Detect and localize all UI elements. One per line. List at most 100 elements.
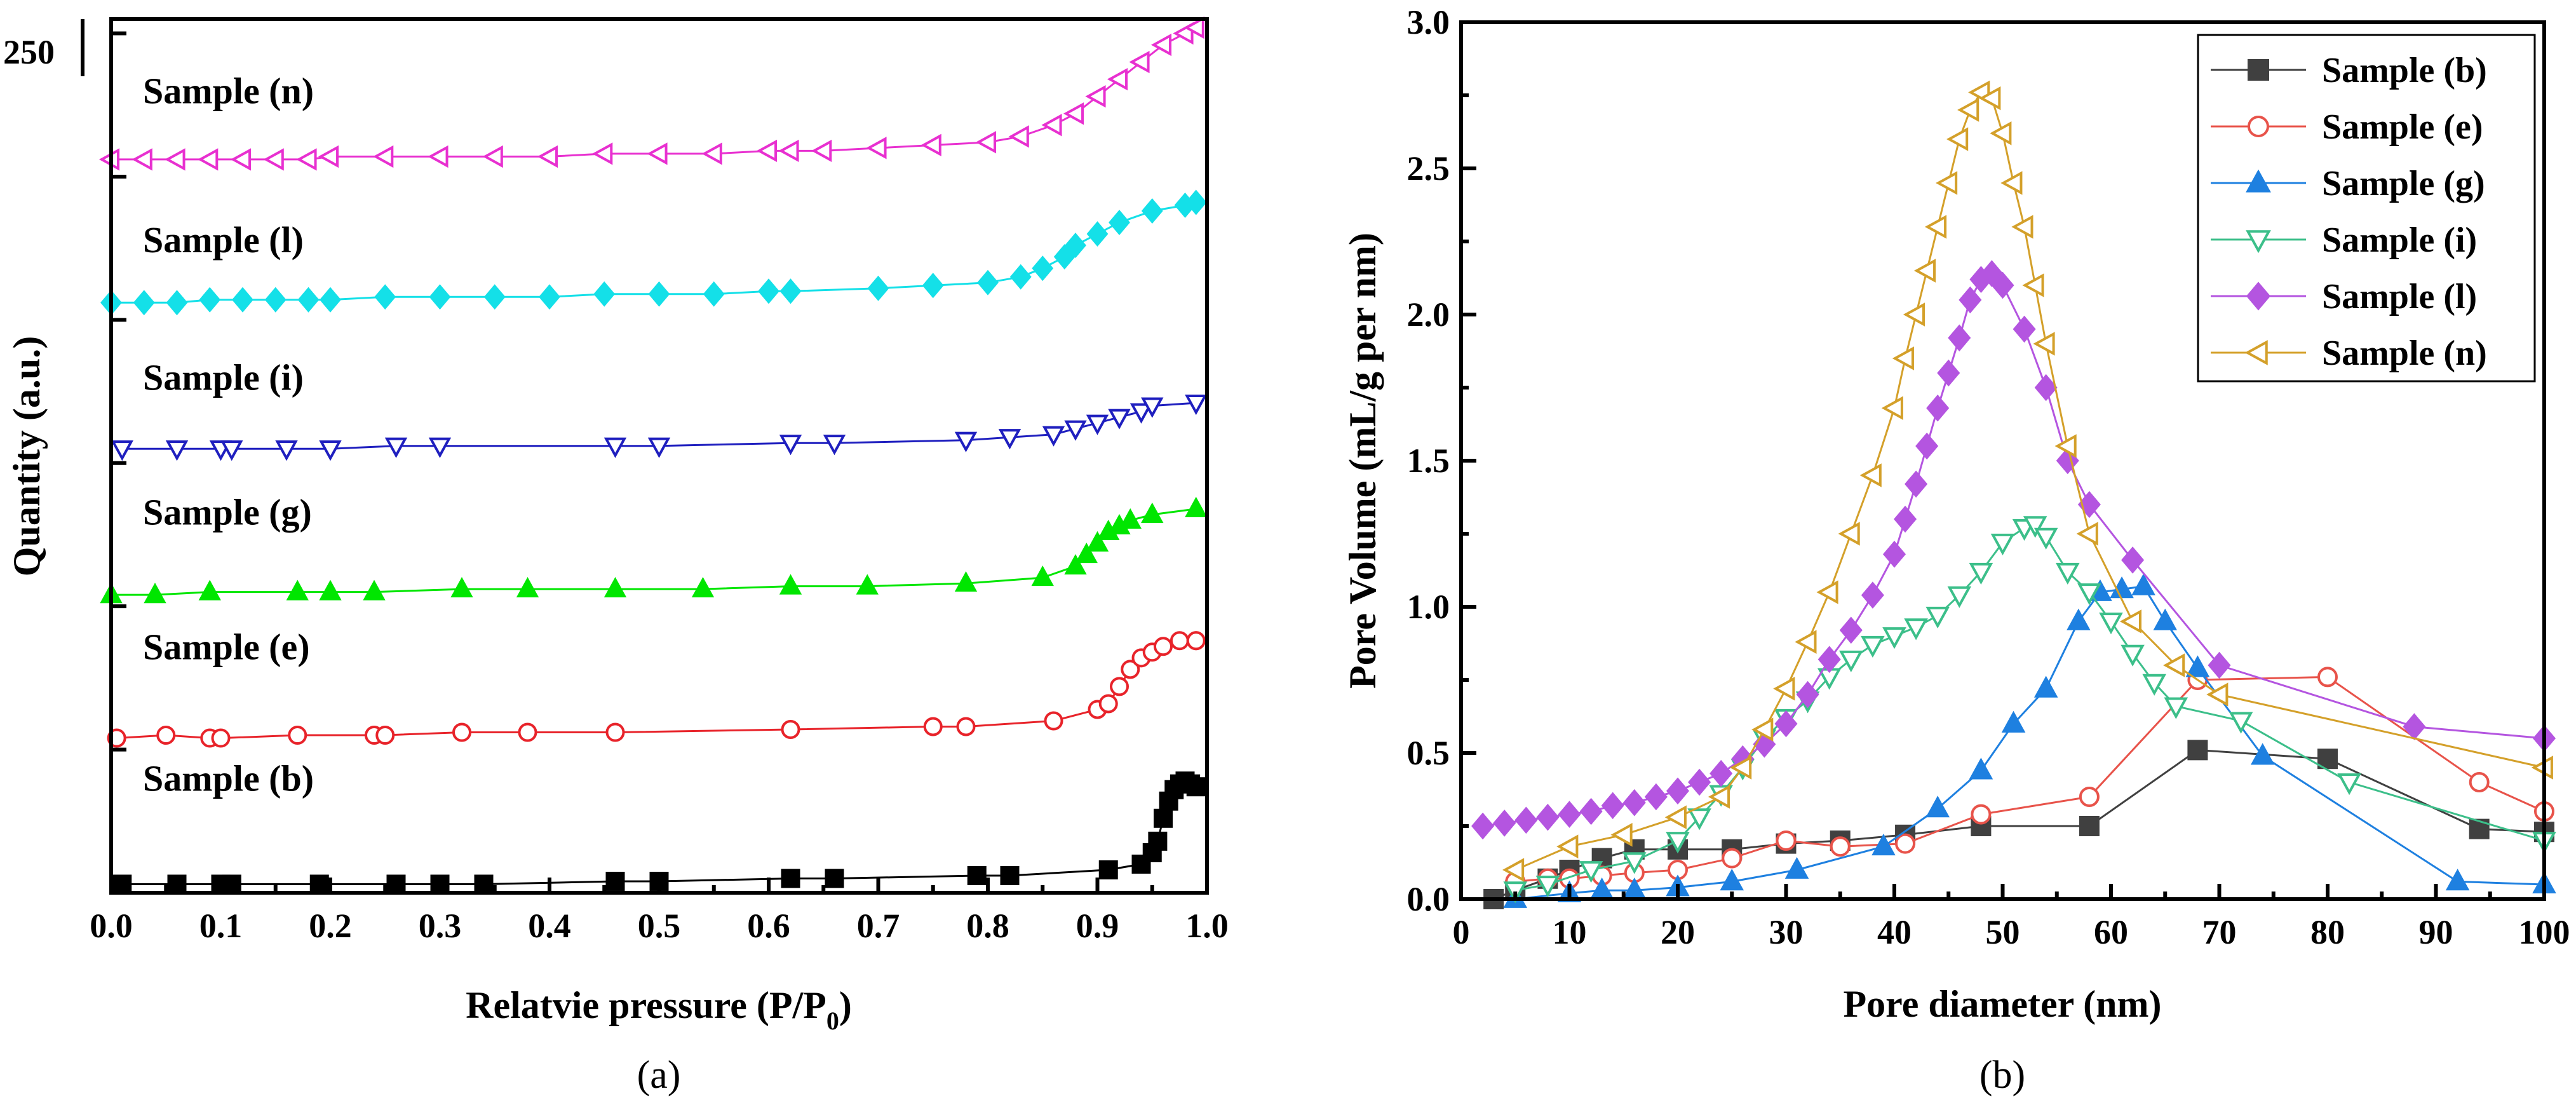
data-point: [211, 728, 231, 748]
data-point: [1471, 812, 1495, 840]
data-point: [975, 131, 997, 154]
panel-a-series: [98, 16, 1208, 894]
data-point: [779, 278, 802, 304]
x-tick-label: 70: [2202, 913, 2237, 951]
data-point: [198, 580, 221, 600]
panel-b: 0 10 20 30 40 50 60 70 80 90 100 0.0 0.5 1.0 1.5 2.0 2.…: [1342, 3, 2570, 1097]
data-point: [1830, 836, 1851, 857]
data-point: [1141, 397, 1164, 418]
data-point: [1108, 409, 1131, 430]
data-point: [779, 574, 802, 595]
x-tick-label: 40: [1877, 913, 1912, 951]
data-point: [1990, 533, 2015, 556]
data-point: [1838, 522, 1860, 546]
x-tick-label: 0: [1453, 913, 1470, 951]
data-point: [1109, 210, 1130, 236]
data-point: [1859, 463, 1882, 487]
legend-label: Sample (l): [2322, 277, 2477, 316]
data-point: [1946, 127, 1969, 151]
data-point: [647, 142, 668, 165]
data-point: [165, 440, 189, 461]
data-point: [2079, 787, 2100, 807]
data-point: [2013, 315, 2036, 343]
data-point: [647, 437, 671, 458]
data-point: [1937, 359, 1960, 387]
data-point: [309, 874, 329, 894]
legend-item-sample-l: Sample (l): [2211, 277, 2477, 316]
data-point: [319, 440, 342, 461]
data-point: [2317, 667, 2338, 688]
data-point: [2119, 609, 2141, 634]
data-point: [2153, 608, 2178, 630]
data-point: [2142, 674, 2166, 696]
panel-a-caption: (a): [637, 1054, 681, 1097]
data-point: [954, 571, 978, 592]
series-sample-g: [100, 496, 1208, 604]
data-point: [1086, 221, 1109, 247]
data-point: [112, 874, 132, 894]
data-point: [286, 580, 309, 600]
data-point: [198, 148, 219, 171]
data-point: [2131, 573, 2155, 595]
data-point: [703, 281, 725, 307]
x-tick-label: 0.8: [966, 907, 1009, 945]
data-point: [2469, 772, 2490, 792]
x-tick-label: 80: [2310, 913, 2345, 951]
legend-item-sample-i: Sample (i): [2211, 220, 2477, 260]
data-point: [823, 435, 846, 456]
data-point: [1795, 630, 1817, 654]
data-point: [1905, 470, 1928, 498]
data-point: [779, 435, 802, 456]
data-point: [1053, 244, 1076, 270]
panel-b-legend: Sample (b) Sample (e) Sample (g) Sample (i)…: [2197, 34, 2536, 383]
data-point: [1904, 618, 1928, 641]
data-point: [1969, 562, 1993, 585]
data-point: [1119, 508, 1142, 529]
data-point: [166, 290, 188, 316]
data-point: [1871, 833, 1896, 856]
data-point: [516, 577, 539, 598]
data-point: [1183, 16, 1204, 39]
data-point: [604, 437, 627, 458]
data-point: [482, 145, 503, 168]
data-point: [2056, 562, 2080, 585]
data-point: [1971, 804, 1992, 825]
data-point: [1839, 650, 1863, 673]
data-point: [1008, 125, 1029, 148]
data-point: [2033, 332, 2055, 356]
data-point: [1687, 808, 1711, 830]
data-point: [1075, 542, 1098, 564]
data-point: [1041, 114, 1062, 137]
data-point: [1185, 395, 1208, 416]
data-point: [1185, 496, 1208, 517]
data-point: [1610, 823, 1633, 847]
x-tick-label: 50: [1986, 913, 2020, 951]
data-point: [998, 429, 1022, 450]
data-point: [428, 145, 448, 168]
legend-item-sample-g: Sample (g): [2211, 164, 2485, 203]
data-point: [2034, 374, 2058, 402]
label-sample-n: Sample (n): [143, 71, 314, 112]
data-point: [701, 142, 722, 165]
series-line-sample-b: [1493, 749, 2545, 900]
data-point: [1121, 660, 1140, 679]
x-tick-label: 0.5: [638, 907, 681, 945]
data-point: [1969, 757, 1993, 780]
label-sample-l: Sample (l): [143, 219, 304, 261]
data-point: [165, 148, 185, 171]
data-point: [232, 287, 253, 313]
data-point: [1042, 426, 1065, 447]
data-point: [1622, 789, 1646, 817]
panel-a-scale-bar-label: 250: [3, 33, 55, 71]
label-sample-b: Sample (b): [143, 758, 314, 799]
data-point: [1064, 553, 1087, 575]
data-point: [1009, 264, 1032, 290]
legend-item-sample-b: Sample (b): [2211, 51, 2487, 90]
data-point: [1148, 831, 1168, 851]
data-point: [1107, 67, 1128, 91]
data-point: [1796, 681, 1819, 708]
data-point: [920, 133, 941, 157]
data-point: [1170, 631, 1189, 651]
data-point: [363, 580, 386, 600]
data-point: [2317, 749, 2338, 769]
